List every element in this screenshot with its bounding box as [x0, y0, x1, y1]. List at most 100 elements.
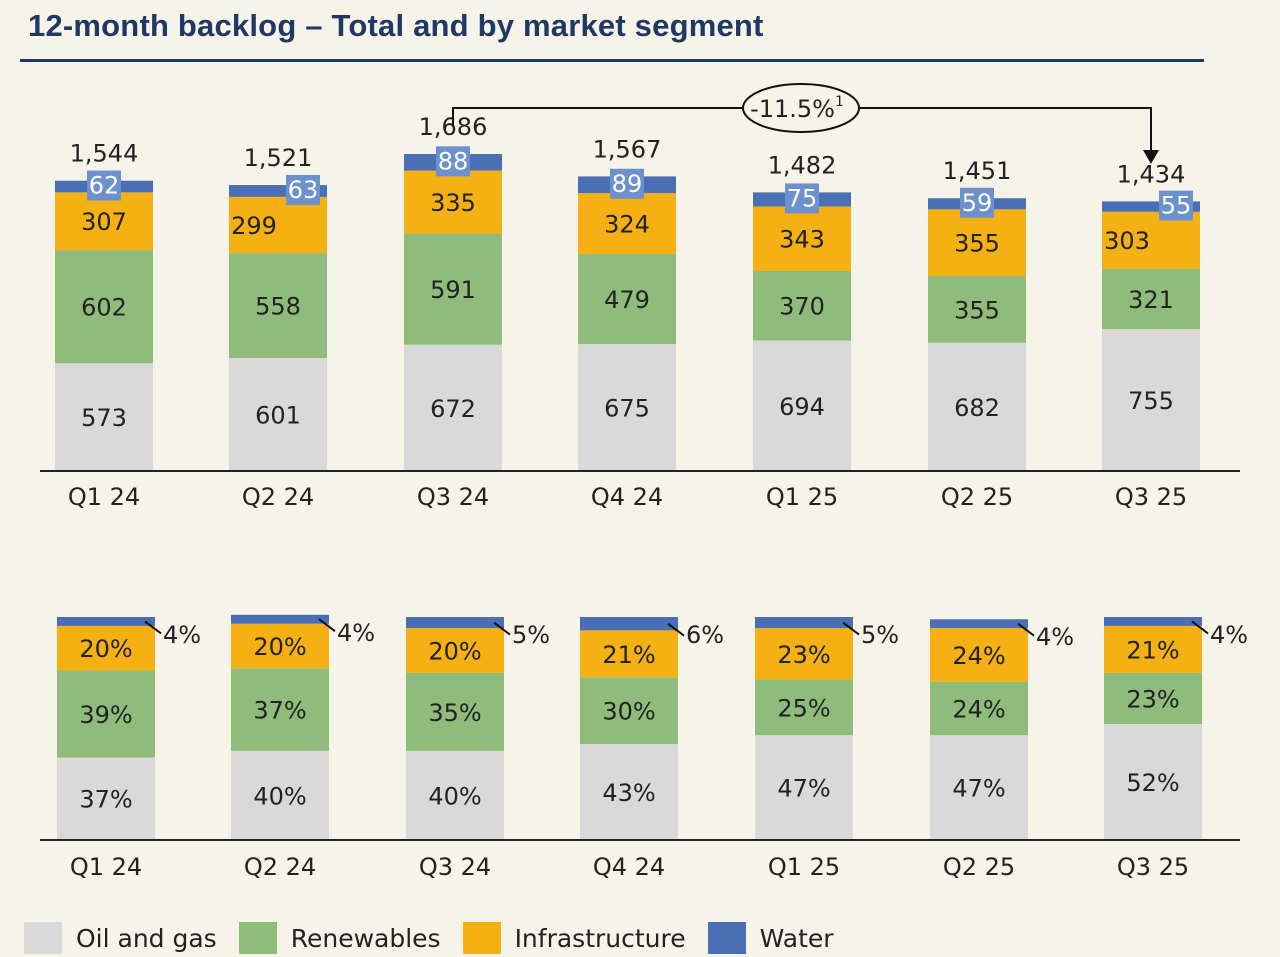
bar-oil-gas-2	[404, 344, 502, 471]
pct-bar-infrastructure-5	[930, 628, 1028, 682]
x-tick-label-bottom-4: Q1 25	[768, 853, 840, 881]
pct-bar-renewables-3	[580, 677, 678, 745]
water-label-bg-6	[1159, 190, 1193, 221]
x-tick-label-bottom-5: Q2 25	[943, 853, 1015, 881]
total-label-4: 1,482	[768, 151, 837, 179]
x-tick-label-bottom-2: Q3 24	[419, 853, 491, 881]
pct-bar-renewables-1	[231, 668, 329, 751]
legend-item-water: Water	[707, 922, 834, 954]
pct-label-water-4: 5%	[861, 621, 899, 649]
bar-water-1	[229, 185, 327, 197]
legend-label-oil-gas: Oil and gas	[76, 923, 217, 953]
pct-bar-infrastructure-3	[580, 630, 678, 678]
bar-renewables-0	[55, 250, 153, 364]
bar-oil-gas-6	[1102, 329, 1200, 471]
change-callout-text: -11.5%1	[750, 94, 844, 123]
legend-label-infrastructure: Infrastructure	[514, 923, 686, 953]
bar-oil-gas-5	[928, 342, 1026, 471]
pct-label-infrastructure-1: 20%	[253, 633, 306, 661]
pct-leader-water-3	[667, 622, 685, 637]
data-label-water-4: 75	[787, 184, 818, 212]
bar-oil-gas-4	[753, 340, 851, 471]
legend-swatch-renewables	[238, 922, 277, 954]
pct-label-infrastructure-6: 21%	[1126, 636, 1179, 664]
bar-infrastructure-3	[578, 193, 676, 255]
legend-item-infrastructure: Infrastructure	[462, 922, 686, 954]
bar-renewables-6	[1102, 268, 1200, 330]
pct-label-infrastructure-4: 23%	[777, 641, 830, 669]
legend: Oil and gas Renewables Infrastructure Wa…	[24, 920, 856, 956]
pct-bar-renewables-5	[930, 681, 1028, 736]
data-label-oil-gas-5: 682	[954, 394, 1000, 422]
x-tick-label-top-6: Q3 25	[1115, 483, 1187, 511]
pct-label-water-1: 4%	[337, 619, 375, 647]
bar-infrastructure-1	[229, 196, 327, 254]
legend-swatch-water	[707, 922, 746, 954]
pct-bar-infrastructure-0	[57, 625, 155, 671]
legend-item-renewables: Renewables	[238, 922, 441, 954]
data-label-renewables-4: 370	[779, 293, 825, 321]
bar-oil-gas-0	[55, 363, 153, 471]
total-label-1: 1,521	[244, 144, 313, 172]
x-tick-label-bottom-3: Q4 24	[593, 853, 665, 881]
pct-label-water-0: 4%	[163, 621, 201, 649]
data-label-water-3: 89	[612, 170, 643, 198]
total-label-3: 1,567	[593, 135, 662, 163]
pct-label-renewables-1: 37%	[253, 697, 306, 725]
data-label-infrastructure-0: 307	[81, 208, 127, 236]
data-label-water-5: 59	[962, 189, 993, 217]
bar-water-6	[1102, 201, 1200, 212]
pct-bar-infrastructure-2	[406, 628, 504, 673]
bar-renewables-3	[578, 254, 676, 345]
bar-renewables-4	[753, 270, 851, 341]
change-callout-ellipse	[742, 83, 860, 133]
water-label-bg-3	[610, 168, 644, 199]
pct-label-oil-gas-4: 47%	[777, 775, 830, 803]
legend-item-oil-gas: Oil and gas	[24, 922, 217, 954]
x-tick-label-bottom-6: Q3 25	[1117, 853, 1189, 881]
x-tick-label-top-5: Q2 25	[941, 483, 1013, 511]
pct-bar-renewables-2	[406, 672, 504, 751]
pct-label-oil-gas-2: 40%	[428, 782, 481, 810]
pct-label-renewables-3: 30%	[602, 698, 655, 726]
pct-bar-water-0	[57, 617, 155, 626]
backlog-charts: 573 602 307 62 1,544 Q1 24 601 558 299 63 1,521 Q2 …	[40, 83, 1248, 881]
bar-oil-gas-1	[229, 358, 327, 471]
pct-label-water-2: 5%	[512, 621, 550, 649]
pct-label-renewables-0: 39%	[79, 701, 132, 729]
x-tick-label-top-1: Q2 24	[242, 483, 314, 511]
bar-infrastructure-0	[55, 192, 153, 251]
total-label-5: 1,451	[943, 157, 1012, 185]
pct-label-water-3: 6%	[686, 621, 724, 649]
pct-label-renewables-2: 35%	[428, 699, 481, 727]
page-title: 12-month backlog – Total and by market s…	[28, 8, 764, 43]
pct-label-oil-gas-0: 37%	[79, 786, 132, 814]
data-label-infrastructure-1: 299	[231, 212, 277, 240]
pct-leader-water-6	[1191, 620, 1209, 635]
pct-leader-water-0	[144, 620, 162, 635]
pct-bar-water-2	[406, 617, 504, 629]
bar-infrastructure-5	[928, 209, 1026, 277]
total-label-0: 1,544	[70, 140, 139, 168]
data-label-oil-gas-3: 675	[604, 395, 650, 423]
pct-label-water-6: 4%	[1210, 621, 1248, 649]
pct-bar-oil-gas-3	[580, 744, 678, 840]
pct-bar-water-4	[755, 617, 853, 629]
bar-oil-gas-3	[578, 344, 676, 471]
pct-bar-water-6	[1104, 617, 1202, 626]
data-label-water-2: 88	[438, 147, 469, 175]
data-label-oil-gas-2: 672	[430, 395, 476, 423]
data-label-renewables-1: 558	[255, 293, 301, 321]
pct-bar-water-1	[231, 614, 329, 624]
pct-leader-water-2	[493, 621, 511, 636]
data-label-infrastructure-5: 355	[954, 230, 1000, 258]
pct-bar-renewables-4	[755, 679, 853, 736]
pct-bar-oil-gas-2	[406, 750, 504, 840]
bar-renewables-1	[229, 253, 327, 359]
pct-label-oil-gas-1: 40%	[253, 782, 306, 810]
pct-bar-renewables-0	[57, 670, 155, 758]
data-label-water-1: 63	[288, 176, 319, 204]
bar-renewables-5	[928, 276, 1026, 343]
data-label-infrastructure-2: 335	[430, 189, 476, 217]
pct-bar-oil-gas-1	[231, 750, 329, 840]
